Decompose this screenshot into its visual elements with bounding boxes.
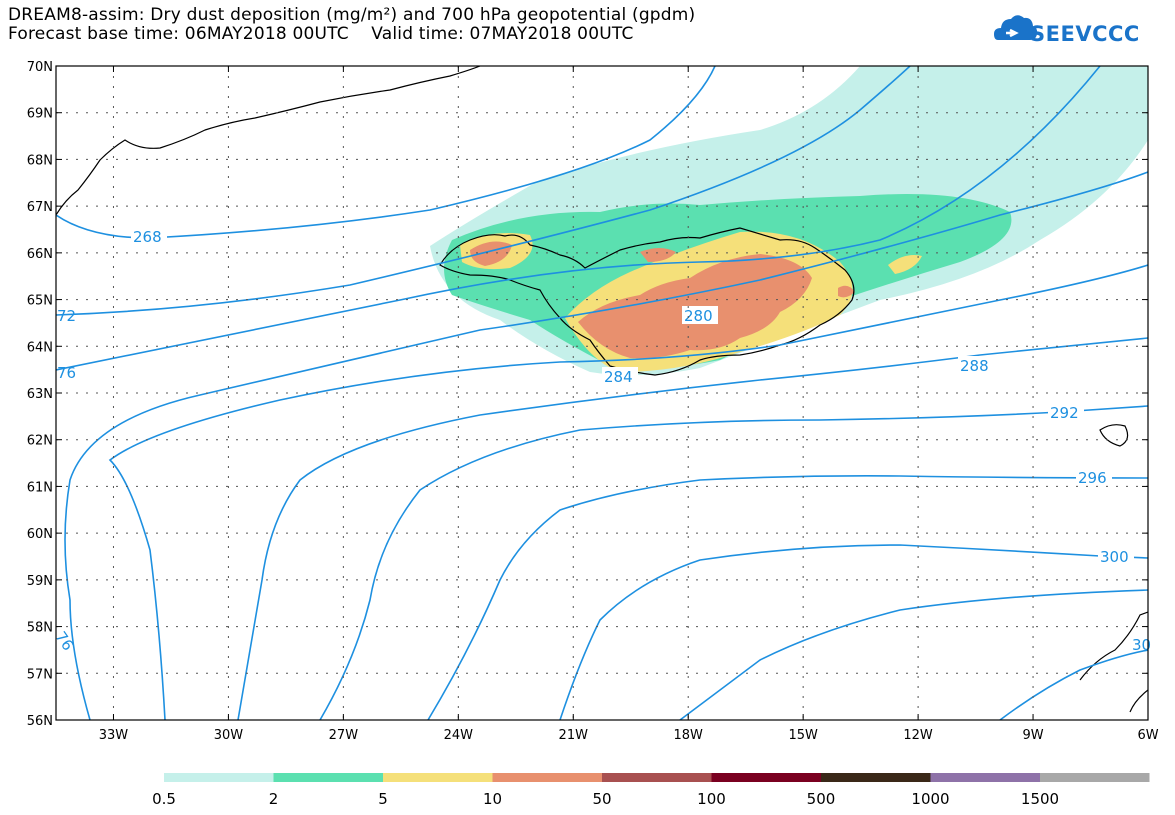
lat-tick-label: 67N	[27, 200, 53, 215]
lon-tick-label: 30W	[214, 728, 244, 743]
lat-tick-label: 61N	[27, 480, 53, 495]
lon-tick-label: 18W	[674, 728, 704, 743]
lat-tick-label: 60N	[27, 527, 53, 542]
legend-swatch	[821, 773, 931, 782]
legend-swatch	[164, 773, 274, 782]
contour-line	[427, 475, 1148, 720]
legend-label: 5	[378, 790, 388, 808]
legend-label: 10	[483, 790, 502, 808]
color-legend: 0.5 2 5 10 50 100 500 1000 1500	[152, 773, 1150, 808]
contour-line	[679, 589, 1148, 720]
contour-label-268: 268	[133, 228, 162, 246]
contour-label-292: 292	[1050, 404, 1079, 422]
contour-line	[319, 405, 1148, 720]
legend-label: 100	[697, 790, 726, 808]
lat-axis: 70N 69N 68N 67N 66N 65N 64N 63N 62N 61N 60N 59N 58N 5…	[27, 60, 53, 729]
lon-tick-label: 33W	[99, 728, 129, 743]
legend-swatch	[492, 773, 602, 782]
lon-tick-label: 24W	[444, 728, 474, 743]
contour-labels: 268 280 284 288 292 296 300 72 76 76 30	[52, 227, 1151, 654]
lat-tick-label: 62N	[27, 434, 53, 449]
contour-line	[56, 66, 1101, 371]
chart-title: DREAM8-assim: Dry dust deposition (mg/m²…	[8, 5, 696, 25]
lon-tick-label: 15W	[788, 728, 818, 743]
lat-tick-label: 65N	[27, 294, 53, 309]
lat-tick-label: 70N	[27, 60, 53, 75]
lat-tick-label: 58N	[27, 621, 53, 636]
legend-swatch	[711, 773, 821, 782]
legend-swatch	[602, 773, 712, 782]
forecast-times: Forecast base time: 06MAY2018 00UTC Vali…	[8, 24, 634, 44]
legend-label: 1500	[1021, 790, 1059, 808]
graticule	[56, 66, 1148, 720]
lon-tick-label: 9W	[1022, 728, 1043, 743]
lat-tick-label: 63N	[27, 387, 53, 402]
contour-label-272-partial: 72	[57, 307, 76, 325]
contour-line	[64, 171, 1148, 720]
scotland-coast	[1079, 611, 1148, 713]
greenland-coast	[56, 66, 481, 216]
legend-swatch	[273, 773, 383, 782]
lat-tick-label: 57N	[27, 667, 53, 682]
legend-swatch	[383, 773, 493, 782]
lon-tick-label: 12W	[903, 728, 933, 743]
legend-label: 50	[592, 790, 611, 808]
contour-label-300: 300	[1100, 548, 1129, 566]
cloud-icon	[994, 15, 1038, 40]
lon-axis: 33W 30W 27W 24W 21W 18W 15W 12W 9W 6W	[99, 728, 1159, 743]
lon-tick-label: 21W	[559, 728, 589, 743]
contour-line	[559, 544, 1148, 720]
contour-label-300-partial: 30	[1132, 636, 1151, 654]
contour-label-280: 280	[684, 307, 713, 325]
legend-label: 1000	[911, 790, 949, 808]
legend-swatch	[930, 773, 1040, 782]
legend-label: 2	[269, 790, 279, 808]
lat-tick-label: 56N	[27, 714, 53, 729]
contour-label-296: 296	[1078, 469, 1107, 487]
lat-tick-label: 64N	[27, 340, 53, 355]
contour-line	[108, 264, 1148, 720]
contour-label-276-rotated: 76	[52, 628, 78, 654]
contour-line	[56, 66, 911, 316]
dust-deposition-field	[430, 66, 1148, 376]
legend-label: 0.5	[152, 790, 176, 808]
lon-tick-label: 6W	[1137, 728, 1158, 743]
contour-line	[999, 649, 1148, 720]
legend-label: 500	[807, 790, 836, 808]
contour-label-284: 284	[604, 368, 633, 386]
lat-tick-label: 66N	[27, 247, 53, 262]
legend-swatch	[1040, 773, 1150, 782]
iceland-coast	[439, 227, 855, 376]
lon-tick-label: 27W	[329, 728, 359, 743]
lat-tick-label: 59N	[27, 574, 53, 589]
axis-ticks	[56, 65, 1149, 721]
contour-line	[237, 337, 1148, 720]
contour-label-276-partial: 76	[57, 364, 76, 382]
contour-label-288: 288	[960, 357, 989, 375]
lat-tick-label: 68N	[27, 153, 53, 168]
logo-text: SEEVCCC	[1030, 22, 1140, 46]
lat-tick-label: 69N	[27, 107, 53, 122]
faroe-coast	[1099, 424, 1129, 447]
